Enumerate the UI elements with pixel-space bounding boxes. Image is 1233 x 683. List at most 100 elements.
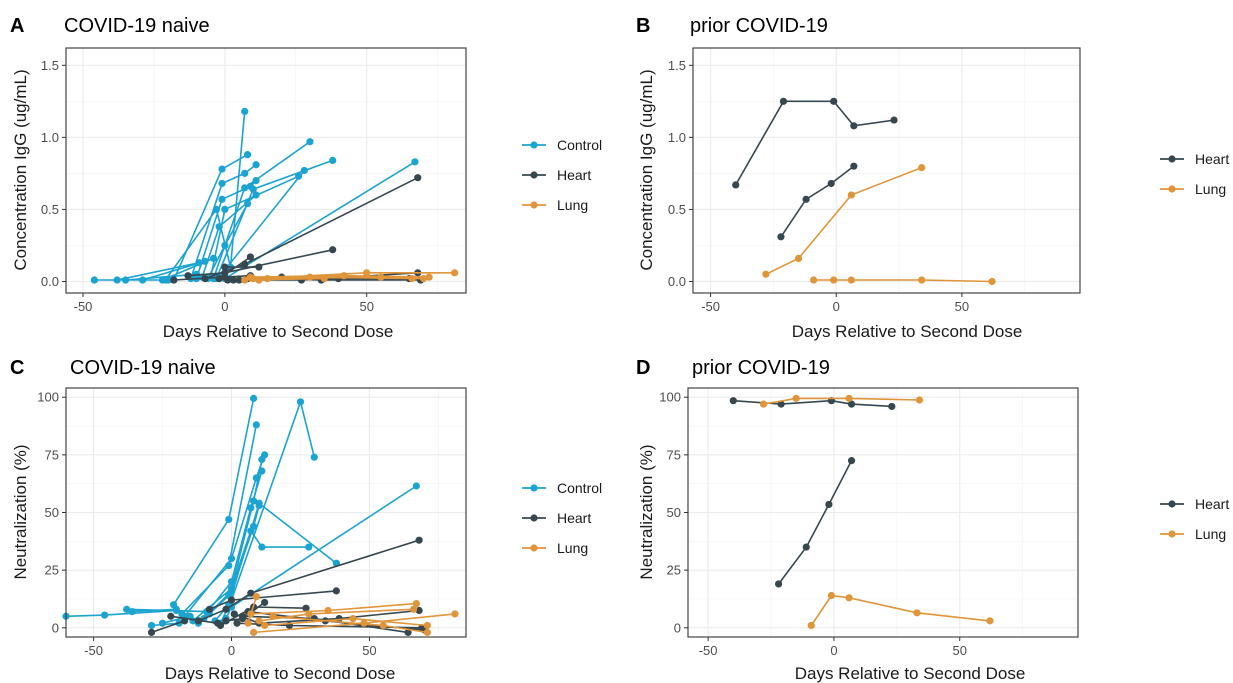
data-point-lung — [827, 591, 836, 600]
data-point-heart — [827, 179, 835, 188]
data-point-heart — [777, 233, 785, 241]
legend-marker-control — [530, 141, 538, 149]
data-point-heart — [415, 536, 423, 544]
data-point-heart — [850, 122, 858, 130]
x-tick-label: 50 — [359, 299, 373, 314]
data-point-lung — [379, 621, 387, 630]
legend-label-control: Control — [557, 137, 602, 153]
data-point-control — [258, 455, 266, 464]
data-point-lung — [792, 394, 800, 402]
data-point-lung — [249, 628, 258, 636]
x-tick-label: 0 — [221, 299, 228, 314]
data-point-control — [218, 195, 226, 203]
panel-letter: A — [10, 15, 24, 37]
y-tick-label: 0.5 — [41, 202, 59, 217]
panel-c: -50 0 50 0 25 50 75 100 C COVID-19 naive Days Rela… — [10, 357, 602, 683]
data-point-control — [218, 179, 226, 188]
data-point-heart — [732, 181, 740, 189]
data-point-heart — [246, 253, 254, 261]
y-axis-title: Neutralization (%) — [11, 444, 30, 579]
series-line-control — [116, 261, 200, 281]
plot-background — [66, 48, 466, 293]
data-point-lung — [263, 274, 272, 283]
legend-marker-control — [530, 484, 538, 492]
x-tick-label: 0 — [830, 643, 837, 658]
data-point-control — [123, 605, 131, 613]
series-line-heart — [777, 460, 853, 585]
x-tick-label: -50 — [84, 643, 103, 658]
panel-title: COVID-19 naive — [64, 15, 210, 37]
data-point-lung — [261, 621, 269, 630]
data-point-control — [329, 156, 337, 165]
legend-label-heart: Heart — [557, 167, 591, 183]
data-point-lung — [794, 254, 803, 263]
y-axis-title: Neutralization (%) — [637, 444, 656, 579]
data-point-control — [249, 185, 257, 193]
data-point-control — [412, 482, 420, 490]
data-point-heart — [230, 610, 238, 618]
legend-label-heart: Heart — [557, 510, 591, 526]
legend-marker-heart — [1168, 155, 1176, 163]
x-tick-label: 50 — [362, 643, 376, 658]
data-point-heart — [235, 276, 243, 284]
data-point-heart — [890, 116, 898, 124]
data-point-heart — [825, 500, 833, 509]
legend: Control Heart Lung — [522, 137, 602, 213]
data-point-heart — [802, 195, 810, 203]
y-tick-label: 75 — [45, 447, 59, 462]
data-point-control — [300, 166, 308, 175]
data-point-control — [169, 601, 178, 609]
series-line-control — [142, 260, 206, 281]
y-tick-label: 0.5 — [668, 202, 686, 217]
legend-label-lung: Lung — [557, 197, 588, 213]
x-axis-title: Days Relative to Second Dose — [792, 322, 1023, 341]
series-line-control — [132, 608, 177, 613]
data-point-control — [305, 543, 313, 551]
data-point-control — [241, 169, 249, 177]
data-point-heart — [261, 598, 269, 607]
data-point-heart — [255, 263, 263, 271]
data-point-lung — [845, 594, 853, 602]
series-line-heart — [198, 539, 420, 622]
data-point-lung — [830, 276, 838, 284]
data-point-heart — [205, 605, 214, 613]
data-point-heart — [850, 162, 858, 170]
data-point-lung — [255, 276, 263, 284]
data-point-control — [252, 161, 260, 169]
data-point-lung — [918, 276, 926, 284]
data-point-control — [225, 515, 233, 524]
data-point-lung — [408, 274, 416, 283]
data-point-lung — [986, 617, 994, 625]
data-point-heart — [404, 628, 412, 636]
data-point-control — [241, 107, 249, 116]
series-line-control — [164, 111, 246, 281]
data-point-control — [128, 608, 136, 616]
data-point-heart — [233, 619, 241, 627]
data-point-control — [310, 453, 318, 461]
data-point-heart — [201, 274, 209, 283]
series-line-control — [162, 257, 214, 281]
series-line-control — [195, 180, 257, 279]
data-point-lung — [363, 269, 371, 277]
y-tick-label: 50 — [45, 505, 59, 520]
data-point-heart — [847, 400, 856, 408]
legend-label-lung: Lung — [557, 540, 588, 556]
data-point-lung — [451, 269, 459, 277]
x-tick-label: -50 — [74, 299, 93, 314]
data-point-heart — [729, 397, 737, 405]
data-point-heart — [302, 604, 310, 612]
data-point-control — [258, 467, 266, 475]
y-tick-label: 0 — [674, 620, 681, 635]
y-tick-label: 25 — [667, 563, 681, 578]
data-point-lung — [807, 621, 815, 630]
x-tick-label: -50 — [699, 643, 718, 658]
data-point-lung — [847, 191, 855, 199]
panel-b: -50 0 50 0.0 0.5 1.0 1.5 B prior COVID-19 Days Re… — [636, 15, 1229, 341]
y-axis-title: Concentration IgG (ug/mL) — [11, 69, 30, 270]
y-tick-label: 75 — [667, 447, 681, 462]
data-point-lung — [255, 617, 263, 625]
data-point-control — [243, 151, 252, 159]
data-point-heart — [332, 587, 340, 595]
data-point-control — [138, 276, 147, 284]
data-point-heart — [216, 621, 225, 630]
